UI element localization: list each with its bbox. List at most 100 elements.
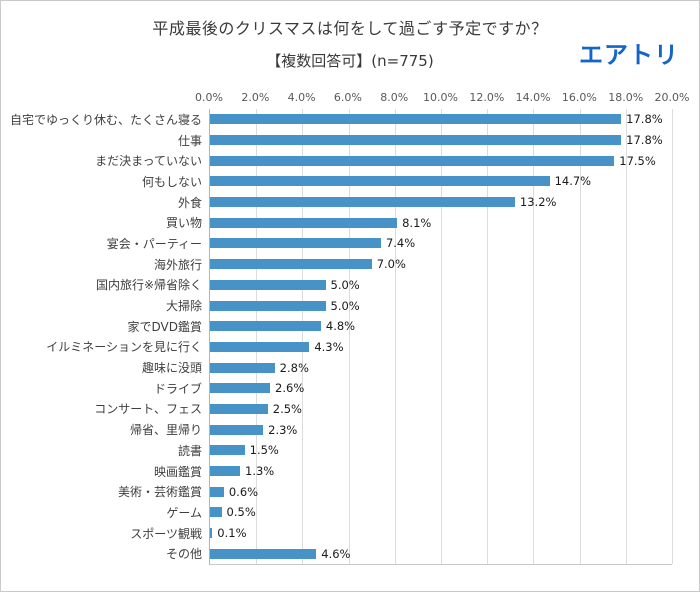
category-label: 美術・芸術鑑賞 [117,485,202,500]
bar [210,135,622,146]
bar-row: 2.8% [210,357,672,378]
gridline [348,109,350,565]
bar-value-label: 7.0% [376,257,406,272]
bar [210,486,224,497]
gridline [441,109,442,565]
bar-value-label: 17.8% [626,133,663,148]
x-tick-label: 14.0% [515,91,551,104]
bar [210,383,271,394]
gridline [302,109,304,565]
bar-row: 4.8% [210,316,672,337]
category-labels: 自宅でゆっくり休む、たくさん寝る 仕事 まだ決まっていない 何もしない 外食 買い物 宴会・… [9,109,209,565]
category-label: イルミネーションを見に行く [46,340,202,355]
bar-row: 14.7% [210,171,672,192]
bar [210,466,241,477]
x-tick-label: 18.0% [608,91,644,104]
gridline [533,109,535,565]
gridline [625,109,627,565]
bar [210,403,268,414]
bar-row: 5.0% [210,295,672,316]
category-label: 海外旅行 [153,257,202,272]
category-label: 買い物 [165,216,202,231]
bar-value-label: 5.0% [330,277,360,292]
bar-row: 17.8% [210,109,672,130]
bar-row: 4.6% [210,543,672,564]
bar-row: 0.5% [210,502,672,523]
bar [210,176,550,187]
category-label: 宴会・パーティー [106,236,202,251]
bar-value-label: 4.6% [321,546,351,561]
plot-area: 17.8% 17.8% 17.5% 14.7% 13.2% 8.1% 7.4% 7.0% 5.0… [209,109,673,566]
category-label: スポーツ観戦 [130,526,202,541]
bar-row: 1.5% [210,440,672,461]
x-tick-label: 10.0% [423,91,458,104]
chart-body: 自宅でゆっくり休む、たくさん寝る 仕事 まだ決まっていない 何もしない 外食 買い物 宴会・… [9,109,673,566]
chart-title: 平成最後のクリスマスは何をして過ごす予定ですか？ [152,19,548,38]
bar-value-label: 2.3% [268,422,298,437]
bar-chart: 0.0% 2.0% 4.0% 6.0% 8.0% 10.0% 12.0% 14.0% 16.0%… [9,89,689,577]
bar-value-label: 8.1% [402,215,432,230]
bar-value-label: 0.6% [228,484,259,499]
bar-value-label: 13.2% [519,195,557,210]
category-label: 国内旅行※帰省除く [95,278,202,293]
bar-value-label: 0.5% [226,505,256,520]
category-label: 読書 [177,443,202,458]
bar [210,197,515,208]
gridline [394,109,396,565]
bar [210,321,321,332]
bar-row: 1.3% [210,461,672,482]
category-label: ドライブ [153,381,202,396]
bar-value-label: 4.3% [314,339,344,354]
bar-row: 5.0% [210,275,672,296]
bar-value-label: 4.8% [325,319,356,334]
airtrip-logo: エアトリ [579,41,679,69]
bar-value-label: 1.3% [245,464,275,479]
bar-value-label: 14.7% [554,174,592,189]
bar [210,507,222,518]
x-tick-label: 0.0% [195,91,223,104]
bar [210,424,264,435]
bar [210,217,398,228]
gridline [487,109,489,565]
category-label: ゲーム [166,505,202,520]
bar-row: 4.3% [210,337,672,358]
gridlines [210,109,673,565]
x-axis: 0.0% 2.0% 4.0% 6.0% 8.0% 10.0% 12.0% 14.0% 16.0%… [195,89,689,109]
bar [210,528,213,539]
bar [210,155,615,166]
bar-row: 0.6% [210,481,672,502]
gridline [672,109,673,565]
bar-row: 17.8% [210,130,672,151]
x-tick-label: 4.0% [287,91,316,104]
category-label: 家でDVD鑑賞 [127,319,202,334]
bar [210,279,326,290]
chart-subtitle: 【複数回答可】(n=775) [266,52,434,70]
x-tick-label: 12.0% [469,91,505,104]
bar-row: 2.3% [210,419,672,440]
bar-value-label: 2.8% [279,360,309,375]
bar [210,114,622,125]
bar-value-label: 7.4% [385,236,416,251]
x-tick-label: 8.0% [380,91,409,104]
bar [210,548,317,559]
category-label: 帰省、里帰り [129,423,202,438]
bar-row: 17.5% [210,150,672,171]
bar-row: 8.1% [210,212,672,233]
category-label: 仕事 [177,133,202,148]
bar-value-label: 5.0% [330,298,360,313]
x-tick-label: 2.0% [241,91,270,104]
bar [210,300,326,311]
bar-row: 13.2% [210,192,672,213]
bar-row: 7.0% [210,254,672,275]
bar-row: 7.4% [210,233,672,254]
category-label: 大掃除 [165,299,202,314]
category-label: まだ決まっていない [95,154,202,169]
category-label: 自宅でゆっくり休む、たくさん寝る [9,112,202,127]
bar-value-label: 17.8% [626,112,663,127]
bar-row: 0.1% [210,523,672,544]
bar [210,362,275,373]
x-tick-label: 6.0% [333,91,362,104]
bar-value-label: 17.5% [619,153,656,168]
category-label: コンサート、フェス [94,402,202,417]
